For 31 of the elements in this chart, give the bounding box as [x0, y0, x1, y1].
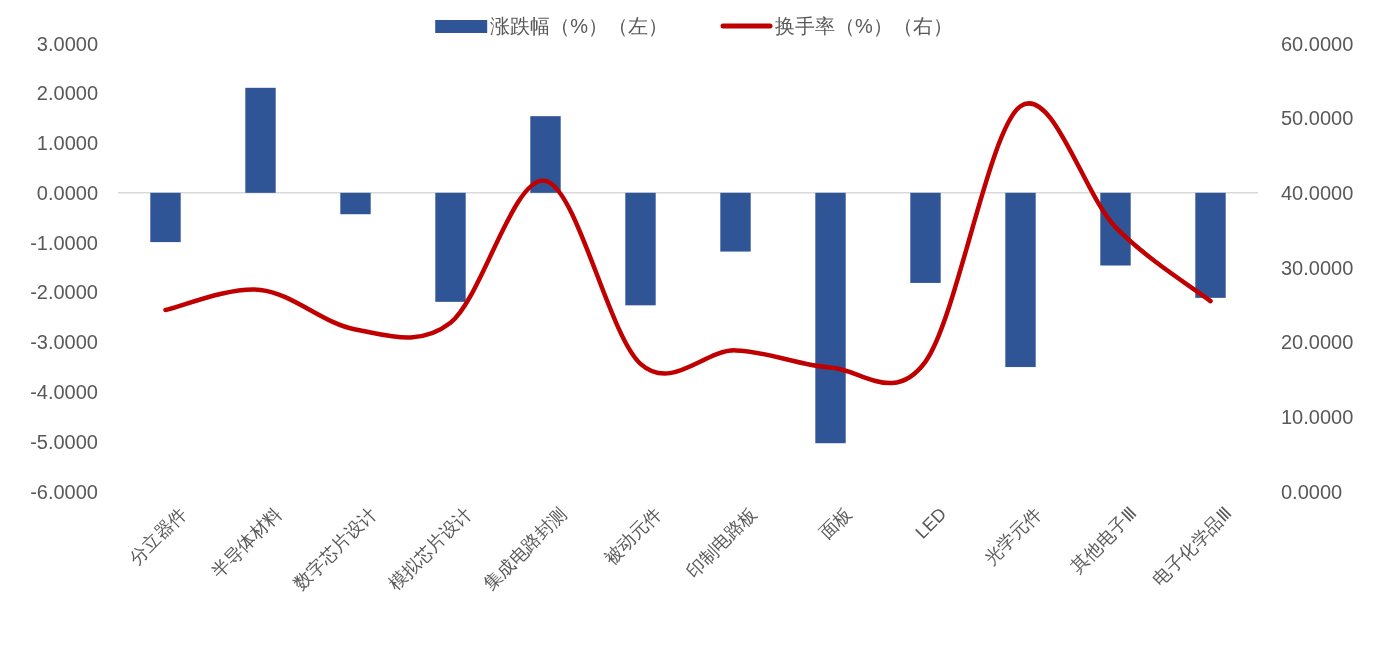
- y2-tick-label: 10.0000: [1281, 405, 1354, 428]
- y-tick-label: -6.0000: [30, 480, 98, 503]
- y-tick-label: -5.0000: [30, 430, 98, 453]
- x-tick-label: 半导体材料: [207, 503, 286, 582]
- y-tick-label: -1.0000: [30, 231, 98, 254]
- y2-tick-label: 40.0000: [1281, 181, 1354, 204]
- legend-label: 涨跌幅（%）（左）: [490, 15, 668, 37]
- x-tick-label: 集成电路封测: [479, 503, 571, 595]
- y2-tick-label: 60.0000: [1281, 32, 1354, 55]
- y2-tick-label: 20.0000: [1281, 331, 1354, 354]
- x-tick-label: 模拟芯片设计: [384, 503, 476, 595]
- y-tick-label: 0.0000: [36, 181, 98, 204]
- y2-tick-label: 50.0000: [1281, 107, 1354, 130]
- y-tick-label: 2.0000: [36, 82, 98, 105]
- x-tick-label: 印制电路板: [682, 503, 761, 582]
- x-tick-label: 光学元件: [980, 503, 1046, 569]
- y-tick-label: -3.0000: [30, 331, 98, 354]
- x-tick-label: LED: [911, 503, 951, 543]
- x-tick-label: 被动元件: [600, 503, 666, 569]
- x-tick-label: 数字芯片设计: [289, 503, 381, 595]
- y2-tick-label: 0.0000: [1281, 480, 1343, 503]
- y2-tick-label: 30.0000: [1281, 256, 1354, 279]
- y-tick-label: -4.0000: [30, 380, 98, 403]
- y-tick-label: 1.0000: [36, 132, 98, 155]
- y-tick-label: -2.0000: [30, 281, 98, 304]
- x-tick-label: 面板: [815, 503, 856, 544]
- legend-label: 换手率（%）（右）: [775, 15, 953, 37]
- y-tick-label: 3.0000: [36, 32, 98, 55]
- x-tick-label: 电子化学品Ⅲ: [1149, 503, 1236, 590]
- x-tick-label: 其他电子Ⅲ: [1066, 503, 1141, 578]
- x-tick-label: 分立器件: [125, 503, 191, 569]
